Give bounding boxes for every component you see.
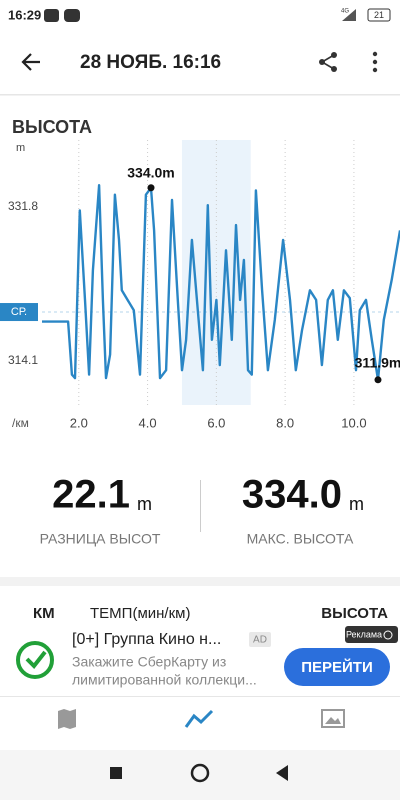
y-unit: m: [16, 142, 25, 154]
stat-unit: m: [349, 494, 364, 514]
divider: [0, 696, 400, 697]
divider: [0, 94, 400, 96]
back-system-button[interactable]: [276, 765, 288, 781]
x-unit: /км: [12, 416, 29, 430]
nav-photos[interactable]: [321, 709, 345, 728]
stat-unit: m: [137, 494, 152, 514]
y-tick-label: 314.1: [8, 353, 38, 367]
nav-map[interactable]: [58, 709, 76, 729]
stat-divider: [200, 480, 201, 532]
x-tick-label: 2.0: [70, 415, 88, 430]
status-time: 16:29: [8, 7, 41, 22]
ad-logo: [16, 641, 54, 679]
header-title: 28 НОЯБ. 16:16: [80, 52, 221, 73]
section-title: ВЫСОТА: [12, 117, 92, 137]
ad-logo-check: [25, 650, 47, 670]
elevation-line: [42, 184, 400, 381]
ad-title: [0+] Группа Кино н...: [72, 631, 221, 648]
annotation-label: 311.9m: [355, 355, 400, 371]
annotation-point: [374, 376, 382, 384]
average-label: СР.: [11, 306, 27, 318]
menu-button[interactable]: [372, 51, 378, 73]
recent-button[interactable]: [110, 767, 122, 779]
table-header: КМ: [33, 605, 55, 622]
separator: [0, 577, 400, 586]
x-tick-label: 10.0: [341, 415, 366, 430]
ad-text: Закажите СберКарту из: [72, 654, 226, 670]
back-button[interactable]: [21, 53, 40, 71]
share-button[interactable]: [319, 52, 337, 72]
table-header: ВЫСОТА: [321, 605, 388, 622]
status-icon: [64, 9, 80, 22]
home-button[interactable]: [190, 763, 210, 783]
stat-value: 334.0: [242, 473, 342, 517]
ad-badge: AD: [253, 635, 267, 646]
stat-label: РАЗНИЦА ВЫСОТ: [40, 531, 161, 547]
x-tick-label: 6.0: [207, 415, 225, 430]
nav-chart[interactable]: [184, 709, 214, 728]
stat-label: МАКС. ВЫСОТА: [247, 531, 354, 547]
ad-tag-bg: [345, 626, 398, 643]
signal-icon: [342, 9, 356, 21]
stat-value: 22.1: [52, 473, 130, 517]
table-header: ТЕМП(мин/км): [90, 605, 190, 622]
ad-info[interactable]: [383, 630, 393, 640]
ad-tag: Реклама: [346, 629, 382, 639]
average-badge: [0, 303, 38, 322]
battery-level: 21: [374, 10, 384, 20]
x-tick-label: 4.0: [139, 415, 157, 430]
ad-text: лимитированной коллекци...: [72, 672, 257, 688]
ad-button-label: ПЕРЕЙТИ: [301, 658, 373, 676]
system-nav: [0, 750, 400, 800]
battery-icon: [367, 8, 391, 22]
y-tick-label: 331.8: [8, 199, 38, 213]
x-tick-label: 8.0: [276, 415, 294, 430]
ad-badge-bg: [249, 632, 271, 647]
elevation-chart: m/км 2.0 4.0 6.0 8.0 10.0 314.1 331.8 СР. 334.0m 3…: [0, 140, 400, 430]
ad-button[interactable]: [284, 648, 390, 686]
annotation-label: 334.0m: [127, 164, 174, 180]
status-network: 4G: [341, 9, 349, 15]
annotation-point: [147, 184, 155, 192]
status-icon: [44, 9, 59, 22]
